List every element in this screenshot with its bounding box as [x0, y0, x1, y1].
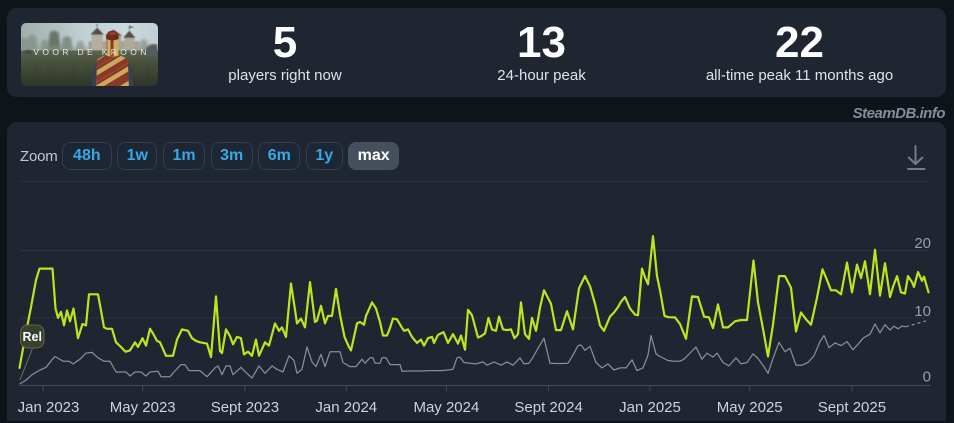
svg-text:VOOR DE KROON: VOOR DE KROON: [33, 47, 149, 57]
